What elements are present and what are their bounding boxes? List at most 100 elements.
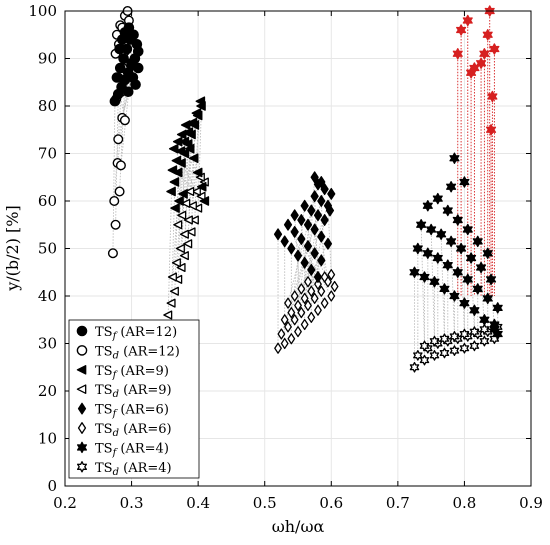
y-tick-label: 10 <box>38 430 57 448</box>
flutter-marker-ar12 <box>122 86 134 98</box>
legend-marker <box>76 365 87 375</box>
legend-marker <box>76 325 88 337</box>
flutter-marker-ar4 <box>422 247 433 259</box>
connector-line <box>460 248 465 335</box>
legend-entry-label: TSf (AR=9) <box>95 364 169 381</box>
divergence-marker-ar4 <box>449 330 460 342</box>
y-tick-label: 90 <box>38 50 57 68</box>
divergence-marker-ar9 <box>183 215 193 225</box>
x-tick-label: 0.6 <box>319 494 343 512</box>
divergence-marker-ar9 <box>187 201 197 211</box>
flutter-marker-ar4 <box>492 302 503 314</box>
y-tick-label: 40 <box>38 287 57 305</box>
connector-line <box>121 51 139 118</box>
flutter-marker-ar4 <box>426 223 437 236</box>
divergence-marker-ar9 <box>185 186 195 197</box>
flutter-marker-ar9 <box>171 155 182 166</box>
x-tick-label: 0.7 <box>386 494 410 512</box>
divergence-marker-ar4 <box>459 328 470 340</box>
flutter-marker-ar4 <box>466 252 477 264</box>
divergence-marker-ar4 <box>479 335 490 347</box>
flutter-highlight-marker-ar4 <box>462 14 473 27</box>
flutter-marker-ar4 <box>479 314 490 326</box>
data-markers <box>107 5 503 373</box>
flutter-marker-ar9 <box>172 167 183 178</box>
divergence-marker-ar6 <box>314 278 322 290</box>
flutter-marker-ar6 <box>323 237 333 250</box>
y-tick-label: 20 <box>38 382 57 400</box>
divergence-marker-ar9 <box>167 272 177 282</box>
divergence-marker-ar6 <box>294 326 302 338</box>
divergence-marker-ar4 <box>469 326 480 338</box>
flutter-marker-ar9 <box>180 120 191 130</box>
connector-line <box>171 181 176 304</box>
flutter-marker-ar12 <box>114 43 125 55</box>
connector-line <box>173 148 198 192</box>
flutter-marker-ar4 <box>429 276 440 288</box>
legend-entry-label: TSf (AR=4) <box>95 441 169 458</box>
connector-line <box>307 224 316 299</box>
flutter-marker-ar6 <box>320 183 329 196</box>
divergence-marker-ar6 <box>287 333 296 345</box>
flutter-marker-ar4 <box>432 252 443 264</box>
x-tick-label: 0.4 <box>186 494 210 512</box>
flutter-marker-ar6 <box>290 225 299 238</box>
legend-marker <box>77 422 87 434</box>
divergence-marker-ar6 <box>297 283 306 295</box>
divergence-marker-ar6 <box>304 299 312 312</box>
flutter-marker-ar4 <box>419 271 430 283</box>
flutter-marker-ar4 <box>469 304 480 316</box>
flutter-marker-ar4 <box>472 283 483 295</box>
flutter-marker-ar6 <box>290 209 299 222</box>
flutter-marker-ar9 <box>183 127 194 137</box>
divergence-marker-ar9 <box>169 286 179 296</box>
flutter-marker-ar12 <box>131 38 143 50</box>
y-tick-label: 80 <box>38 97 57 115</box>
divergence-marker-ar6 <box>300 318 309 331</box>
flutter-marker-ar9 <box>184 143 195 154</box>
y-tick-label: 60 <box>38 192 57 210</box>
divergence-marker-ar9 <box>163 310 173 320</box>
legend-marker <box>76 384 87 394</box>
legend-entry-label: TSd (AR=6) <box>95 422 172 439</box>
flutter-marker-ar9 <box>176 129 187 140</box>
divergence-marker-ar12 <box>119 115 130 126</box>
flutter-marker-ar12 <box>114 62 126 74</box>
flutter-marker-ar4 <box>476 261 487 274</box>
flutter-marker-ar9 <box>179 136 190 147</box>
flutter-marker-ar4 <box>486 273 497 286</box>
connector-line <box>287 184 319 304</box>
flutter-marker-ar12 <box>111 72 123 83</box>
divergence-marker-ar9 <box>191 186 201 197</box>
flutter-highlight-marker-ar4 <box>486 124 497 136</box>
flutter-marker-ar6 <box>280 235 289 248</box>
connector-line <box>490 279 495 330</box>
legend-entry-label: TSd (AR=4) <box>95 461 172 478</box>
divergence-marker-ar12 <box>115 160 126 171</box>
connector-line <box>119 79 126 192</box>
divergence-marker-ar6 <box>277 328 286 340</box>
divergence-marker-ar6 <box>320 271 329 283</box>
flutter-marker-ar6 <box>297 214 306 226</box>
flutter-marker-ar4 <box>422 200 433 212</box>
divergence-marker-ar12 <box>114 186 125 197</box>
flutter-marker-ar4 <box>456 242 467 255</box>
flutter-marker-ar9 <box>188 153 199 164</box>
flutter-marker-ar4 <box>446 181 457 193</box>
flutter-marker-ar9 <box>174 196 184 206</box>
flutter-marker-ar4 <box>432 192 443 205</box>
x-tick-label: 0.2 <box>53 494 77 512</box>
divergence-marker-ar9 <box>181 198 191 208</box>
flutter-marker-ar4 <box>482 292 493 305</box>
flutter-marker-ar9 <box>168 143 179 154</box>
connector-line <box>189 158 195 192</box>
y-tick-label: 0 <box>47 477 57 495</box>
flutter-marker-ar4 <box>416 219 427 231</box>
flutter-marker-ar4 <box>449 290 460 302</box>
y-tick-label: 50 <box>38 240 57 258</box>
y-tick-label: 70 <box>38 145 57 163</box>
legend-entry-label: TSf (AR=6) <box>95 403 169 420</box>
flutter-marker-ar12 <box>130 79 141 90</box>
divergence-marker-ar6 <box>294 299 302 312</box>
flutter-marker-ar6 <box>307 204 316 217</box>
